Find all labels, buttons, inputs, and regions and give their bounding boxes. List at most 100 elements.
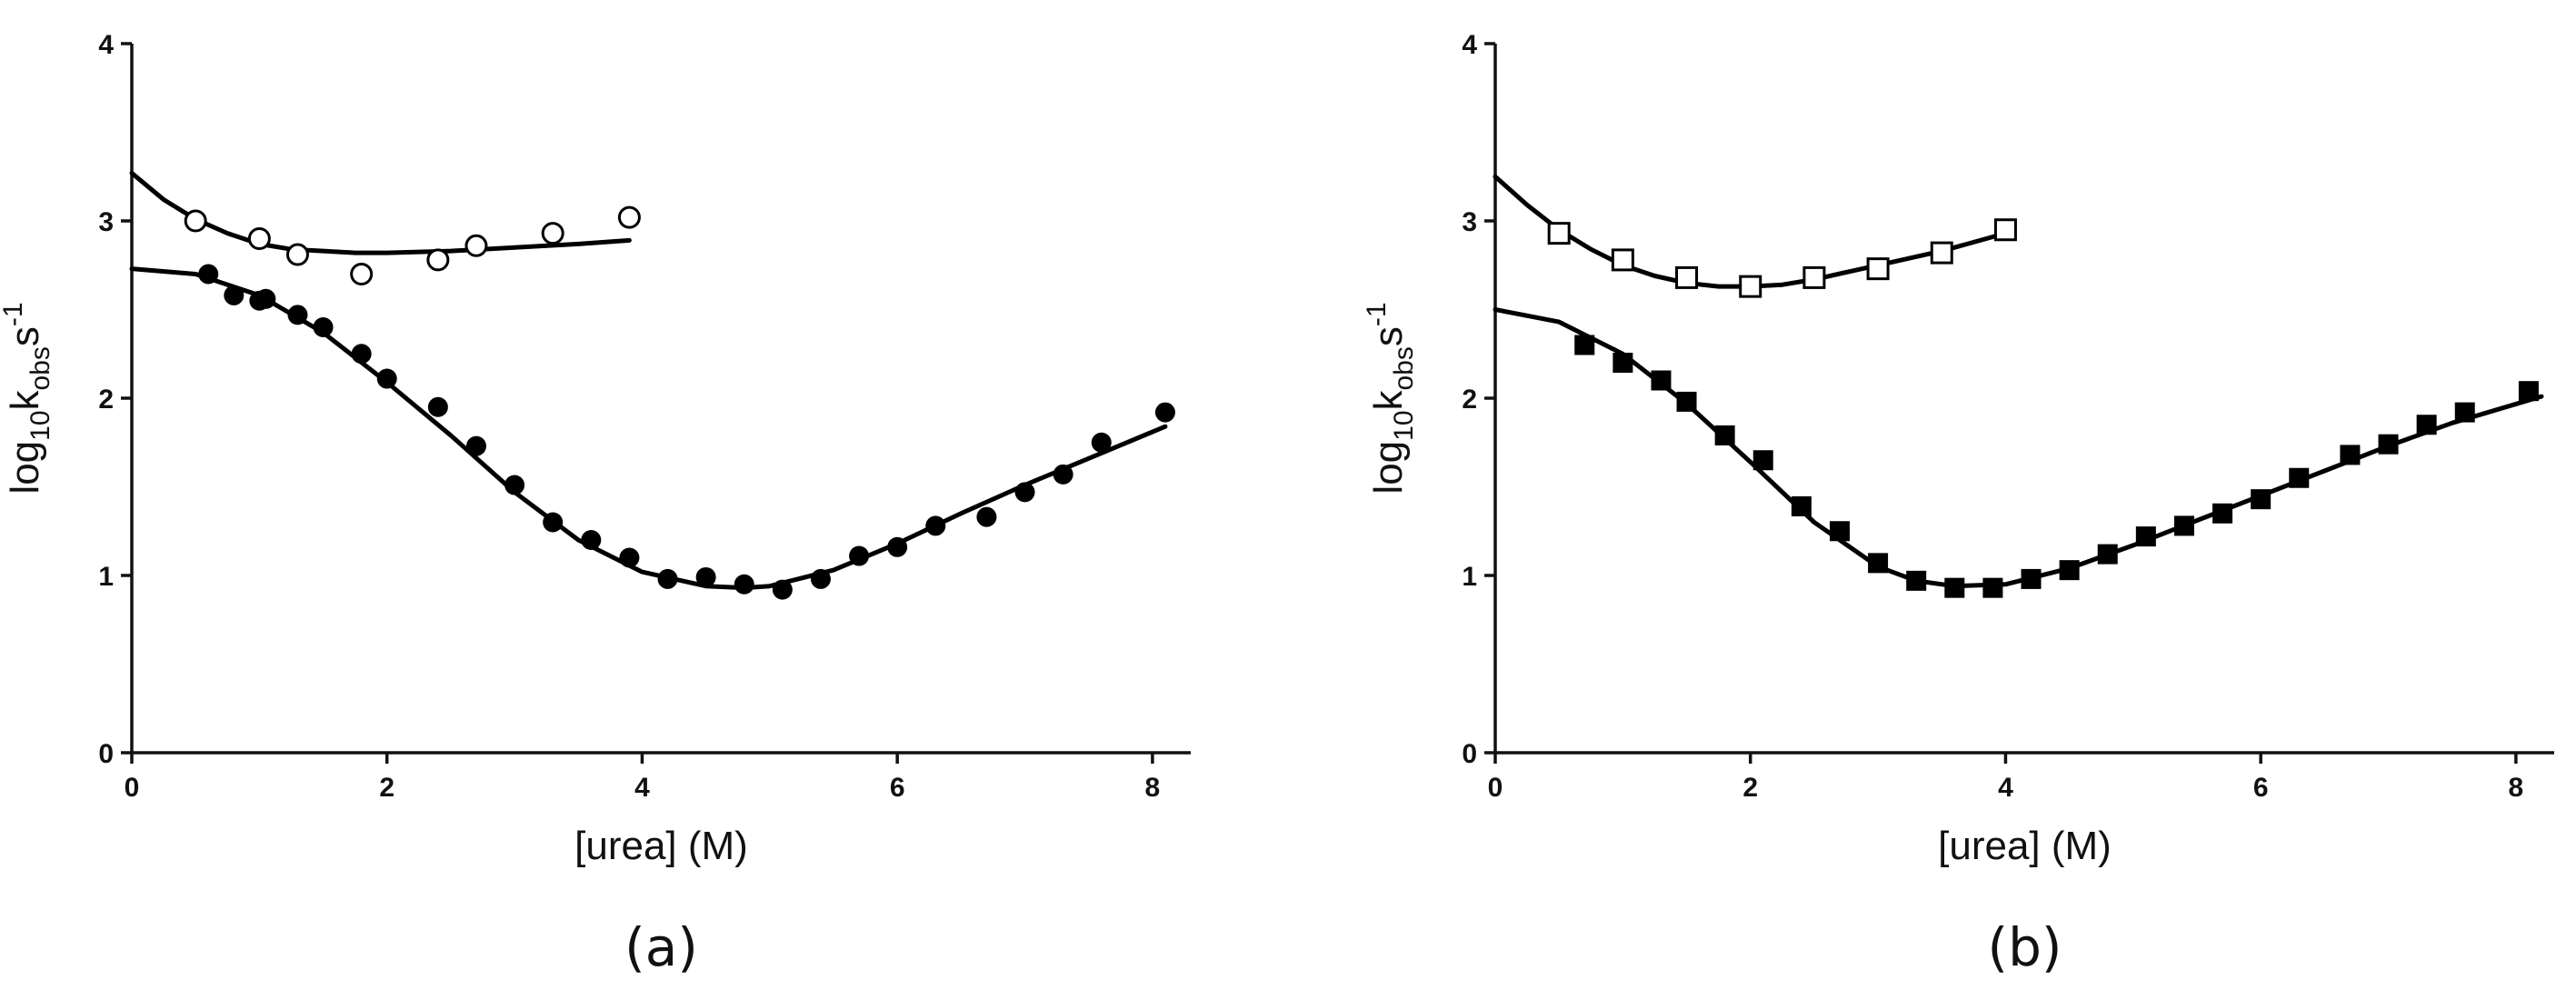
open-circle-point — [285, 243, 309, 266]
open-circle-point — [184, 209, 207, 233]
y-tick-label: 2 — [1462, 385, 1477, 415]
panel-b: 0 1 2 3 4 0 2 4 6 8 [urea] (M) log10kobss-1 (b) — [1362, 30, 2554, 978]
filled-square-point — [1791, 495, 1812, 516]
filled-square-point — [2340, 445, 2361, 465]
filled-square-point — [2135, 526, 2156, 547]
x-tick-label: 4 — [634, 773, 650, 803]
filled-circle-point — [427, 396, 448, 417]
filled-circle-point — [1154, 402, 1175, 423]
x-tick-label: 0 — [1488, 773, 1503, 803]
filled-circle-point — [734, 574, 754, 595]
filled-square-point — [2289, 467, 2310, 488]
y-tick-label: 1 — [98, 562, 114, 592]
open-circle-point — [617, 205, 641, 229]
x-tick-label: 4 — [1998, 773, 2013, 803]
filled-circle-point — [376, 368, 397, 389]
filled-circle-point — [1014, 482, 1035, 503]
filled-circle-point — [976, 506, 997, 527]
filled-square-point — [1574, 335, 1595, 355]
panel-label: (b) — [1987, 916, 2062, 978]
filled-circle-point — [657, 568, 678, 589]
y-tick-label: 3 — [98, 207, 114, 237]
open-square-point — [1611, 248, 1634, 272]
filled-circle-point — [581, 530, 602, 550]
y-tick-label: 2 — [98, 385, 114, 415]
filled-circle-point — [465, 435, 486, 456]
open-circle-point — [350, 263, 374, 285]
x-tick-label: 6 — [2253, 773, 2269, 803]
x-axis-title: [urea] (M) — [1938, 824, 2112, 868]
x-tick-label: 2 — [379, 773, 394, 803]
y-axis-title-part: obs — [25, 346, 55, 390]
filled-square-point — [1651, 370, 1672, 391]
filled-circle-point — [543, 512, 564, 533]
filled-square-point — [2416, 415, 2437, 435]
x-tick-label: 0 — [125, 773, 140, 803]
fit-curve-2 — [129, 266, 1168, 591]
filled-circle-point — [504, 475, 525, 495]
y-axis-title: log10kobss-1 — [0, 302, 55, 494]
filled-circle-point — [351, 344, 372, 365]
filled-square-point — [1868, 553, 1889, 574]
y-tick-label: 4 — [98, 30, 114, 60]
filled-circle-point — [810, 568, 831, 589]
filled-circle-point — [1053, 464, 1073, 485]
open-square-point — [1675, 265, 1699, 289]
y-axis-title-part: k — [3, 389, 47, 410]
y-axis-title-part: 10 — [25, 410, 55, 440]
y-axis-title-part: log — [3, 441, 47, 495]
fit-curve-1 — [1493, 174, 2008, 289]
x-tick-label: 6 — [890, 773, 905, 803]
filled-circle-point — [255, 288, 276, 309]
open-square-point — [1930, 241, 1953, 265]
y-tick-label: 4 — [1462, 30, 1477, 60]
filled-circle-point — [772, 579, 793, 600]
fit-curve-2 — [1493, 307, 2544, 589]
filled-circle-point — [313, 317, 334, 337]
filled-square-point — [1752, 450, 1773, 471]
filled-circle-point — [849, 545, 870, 566]
filled-square-point — [2059, 560, 2080, 581]
y-axis-title-part: log — [1366, 441, 1411, 495]
filled-square-point — [1982, 577, 2003, 598]
filled-circle-point — [619, 547, 640, 568]
y-tick-label: 0 — [98, 739, 114, 769]
filled-square-point — [1829, 521, 1850, 542]
x-tick-label: 2 — [1742, 773, 1758, 803]
filled-square-point — [1944, 577, 1965, 598]
filled-square-point — [2212, 503, 2233, 524]
filled-square-point — [2378, 434, 2399, 455]
y-tick-label: 3 — [1462, 207, 1477, 237]
y-axis-title: log10kobss-1 — [1362, 302, 1419, 494]
filled-circle-point — [198, 264, 219, 285]
panel-label: (a) — [624, 916, 698, 978]
filled-circle-point — [224, 285, 245, 305]
filled-circle-point — [887, 536, 908, 557]
y-axis-title-part: obs — [1389, 346, 1419, 390]
filled-circle-point — [695, 566, 716, 587]
filled-square-point — [2518, 381, 2539, 402]
open-circle-point — [541, 222, 564, 245]
open-square-point — [1547, 222, 1571, 245]
panel-a: 0 1 2 3 4 0 2 4 6 8 [urea] (M) log10kobss-1 (a) — [0, 30, 1191, 978]
y-axis-title-part: 10 — [1389, 410, 1419, 440]
open-square-point — [1802, 265, 1826, 289]
filled-square-point — [2097, 544, 2118, 565]
open-square-point — [1993, 218, 2017, 242]
filled-circle-point — [925, 515, 946, 536]
x-tick-label: 8 — [2509, 773, 2524, 803]
x-axis-title: [urea] (M) — [574, 824, 748, 868]
filled-square-point — [1676, 391, 1697, 412]
y-axis-title-part: s — [3, 326, 47, 346]
open-square-point — [1866, 257, 1890, 281]
y-tick-label: 0 — [1462, 739, 1477, 769]
y-axis-title-part: k — [1366, 389, 1411, 410]
filled-square-point — [1714, 425, 1735, 445]
open-square-point — [1739, 275, 1762, 298]
open-circle-point — [426, 248, 450, 272]
filled-square-point — [2173, 515, 2194, 536]
filled-square-point — [1612, 353, 1633, 373]
filled-circle-point — [287, 305, 308, 325]
y-axis-title-part: s — [1366, 326, 1411, 346]
